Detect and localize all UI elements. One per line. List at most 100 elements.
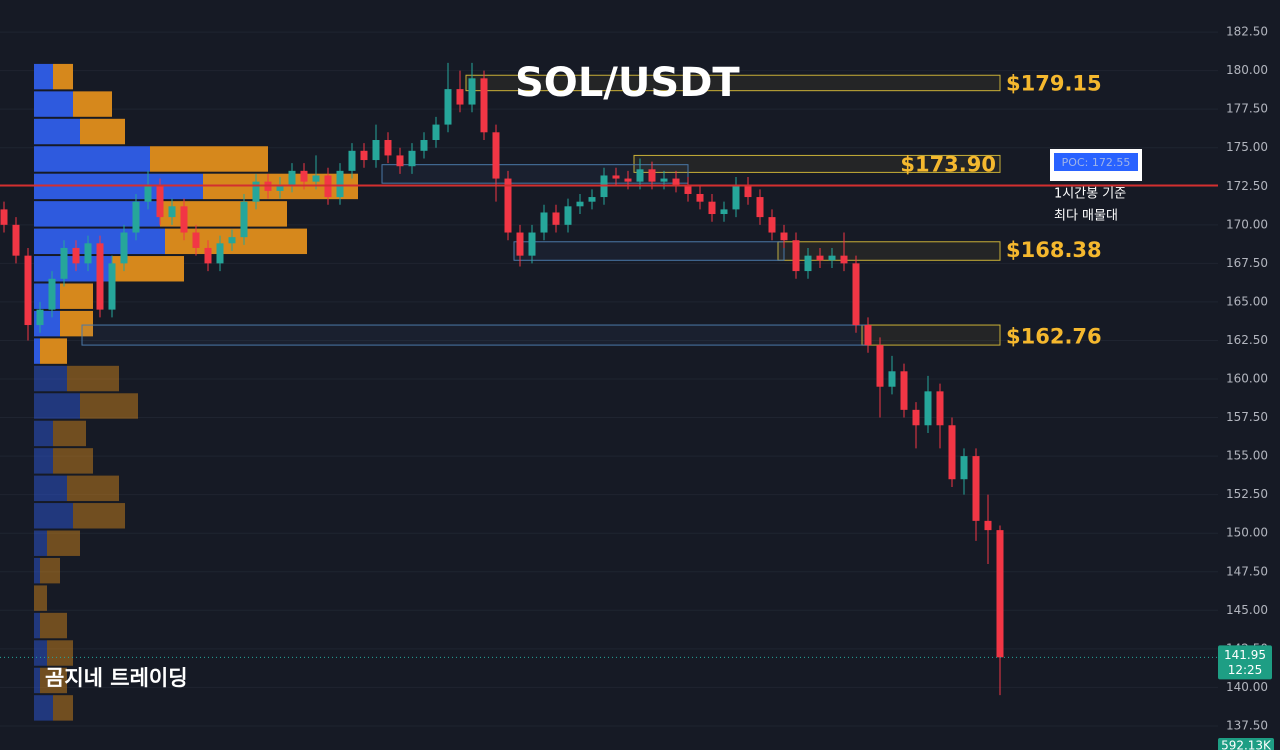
profile-buy	[34, 695, 53, 721]
profile-buy	[34, 283, 60, 309]
candle-body	[984, 520, 992, 531]
profile-buy	[34, 91, 73, 117]
candle-body	[204, 247, 212, 264]
last-price-label: 141.95	[1224, 648, 1266, 662]
candle-body	[84, 243, 92, 264]
y-tick-label: 137.50	[1226, 718, 1268, 732]
candle-body	[144, 184, 152, 202]
candle-body	[360, 150, 368, 161]
candle-body	[312, 175, 320, 182]
candle-body	[576, 201, 584, 207]
candle-body	[672, 178, 680, 185]
y-tick-label: 172.50	[1226, 179, 1268, 193]
annotation: 1시간봉 기준	[1054, 187, 1126, 202]
profile-buy	[34, 557, 40, 584]
candle-body	[108, 263, 116, 310]
candle-body	[648, 169, 656, 182]
candle-body	[708, 201, 716, 215]
candle-body	[492, 132, 500, 179]
y-tick-label: 155.00	[1226, 449, 1268, 463]
chart-title: SOL/USDT	[515, 60, 740, 106]
candle-body	[168, 206, 176, 218]
y-tick-label: 182.50	[1226, 25, 1268, 39]
profile-sell	[53, 695, 73, 721]
candle-body	[900, 371, 908, 410]
y-tick-label: 170.00	[1226, 217, 1268, 231]
profile-sell	[165, 228, 307, 255]
profile-sell	[73, 503, 125, 529]
profile-sell	[150, 146, 268, 172]
profile-sell	[40, 667, 67, 694]
profile-buy	[34, 420, 53, 447]
annotation: 최다 매물대	[1054, 209, 1118, 224]
profile-sell	[73, 91, 112, 117]
candle-body	[660, 178, 668, 182]
candle-body	[432, 124, 440, 141]
profile-sell	[40, 557, 60, 584]
candle-body	[48, 278, 56, 310]
candle-body	[744, 184, 752, 198]
candle-body	[120, 232, 128, 264]
y-tick-label: 145.00	[1226, 603, 1268, 617]
candle-body	[732, 184, 740, 210]
candle-body	[192, 232, 200, 248]
zone	[465, 74, 1001, 92]
y-tick-label: 175.00	[1226, 140, 1268, 154]
candle-body	[444, 89, 452, 125]
profile-sell	[40, 612, 67, 639]
zone	[81, 324, 869, 346]
profile-sell	[34, 585, 47, 611]
profile-buy	[34, 640, 47, 666]
candle-body	[12, 224, 20, 256]
candle-body	[0, 209, 8, 225]
candle-body	[504, 178, 512, 233]
zone-label: $162.76	[1006, 324, 1102, 348]
profile-sell	[67, 475, 119, 502]
zone	[381, 164, 689, 184]
profile-buy	[34, 393, 80, 419]
profile-buy	[34, 63, 53, 90]
candle-body	[72, 247, 80, 264]
y-tick-label: 180.00	[1226, 63, 1268, 77]
candle-body	[24, 255, 32, 326]
candle-body	[972, 456, 980, 521]
y-tick-label: 160.00	[1226, 372, 1268, 386]
candle-body	[372, 140, 380, 161]
candle-body	[996, 530, 1004, 658]
profile-buy	[34, 448, 53, 474]
candle-body	[240, 201, 248, 238]
candle-body	[408, 150, 416, 167]
candle-body	[912, 409, 920, 426]
candle-body	[816, 255, 824, 261]
zone	[633, 154, 1001, 173]
candle-body	[960, 456, 968, 480]
candle-body	[624, 178, 632, 182]
candle-body	[792, 240, 800, 272]
candle-body	[948, 425, 956, 480]
candle-body	[780, 232, 788, 241]
candle-body	[804, 255, 812, 272]
candle-body	[300, 170, 308, 182]
candle-body	[348, 150, 356, 171]
candle-body	[276, 184, 284, 191]
candle-body	[696, 193, 704, 202]
candle-body	[924, 391, 932, 426]
profile-buy	[34, 667, 40, 694]
candle-body	[96, 243, 104, 310]
candle-body	[480, 78, 488, 133]
candle-body	[768, 217, 776, 233]
profile-buy	[34, 146, 150, 172]
candle-body	[132, 201, 140, 233]
candle-body	[840, 255, 848, 264]
y-tick-label: 157.50	[1226, 410, 1268, 424]
candle-body	[540, 212, 548, 233]
y-tick-label: 177.50	[1226, 102, 1268, 116]
poc-inner	[1054, 153, 1138, 171]
candle-body	[288, 170, 296, 185]
candle-body	[528, 232, 536, 256]
candle-body	[936, 391, 944, 426]
candle-body	[420, 140, 428, 151]
